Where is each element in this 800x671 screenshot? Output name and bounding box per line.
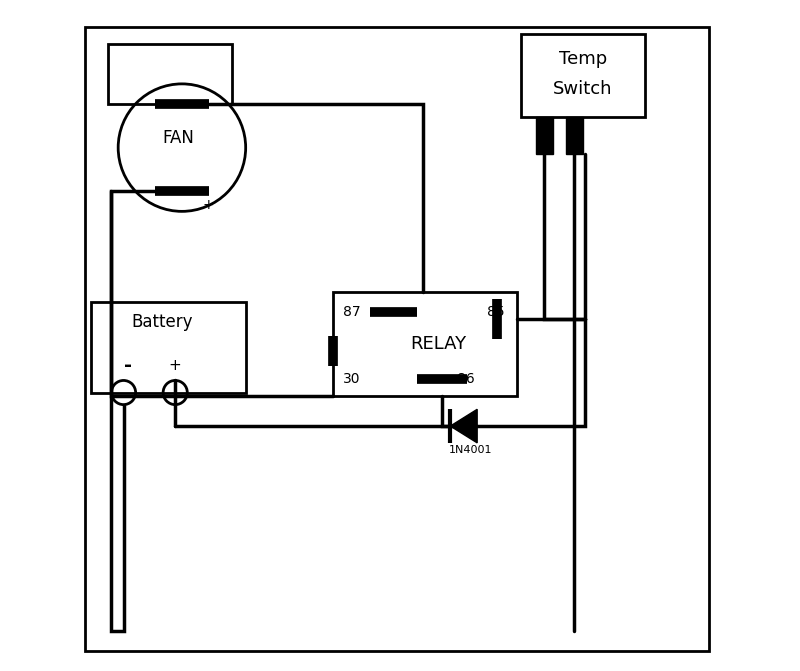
Bar xyxy=(536,117,553,154)
Text: Battery: Battery xyxy=(131,313,193,331)
Text: -: - xyxy=(124,356,132,375)
Polygon shape xyxy=(450,409,477,443)
Text: +: + xyxy=(203,198,214,211)
Bar xyxy=(91,302,246,393)
Text: 30: 30 xyxy=(343,372,361,386)
Bar xyxy=(521,34,645,117)
Text: RELAY: RELAY xyxy=(410,335,466,353)
Text: Temp: Temp xyxy=(558,50,607,68)
Bar xyxy=(333,292,518,396)
Text: 1N4001: 1N4001 xyxy=(449,445,492,454)
Bar xyxy=(566,117,583,154)
Text: +: + xyxy=(169,358,182,373)
Text: FAN: FAN xyxy=(162,129,194,146)
Text: 86: 86 xyxy=(457,372,474,386)
Text: 85: 85 xyxy=(487,305,505,319)
Text: Switch: Switch xyxy=(553,80,613,98)
Bar xyxy=(108,44,232,104)
Text: 87: 87 xyxy=(343,305,361,319)
